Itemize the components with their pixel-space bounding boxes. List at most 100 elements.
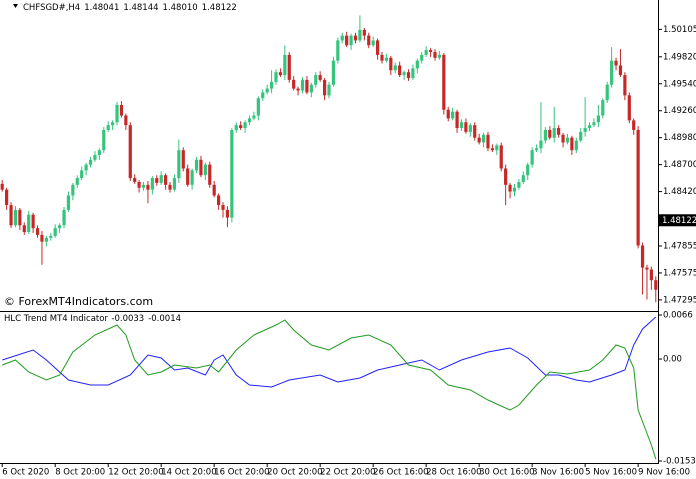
candle-body <box>389 57 393 71</box>
y-tick-label: 0.0066 <box>663 311 693 321</box>
candle-body <box>411 68 415 78</box>
candle-body <box>442 54 446 110</box>
candle-body <box>640 245 645 268</box>
candle-body <box>331 60 336 85</box>
candle-body <box>557 128 561 135</box>
header-title: CHFSGD#,H4 <box>23 3 80 13</box>
candle-body <box>278 72 283 76</box>
y-tick-label: 1.49540 <box>663 79 696 89</box>
candle-body <box>424 50 428 55</box>
candle-body <box>570 137 574 151</box>
candle-body <box>548 129 552 138</box>
candle-body <box>327 84 331 96</box>
candle-body <box>234 125 238 130</box>
candle-body <box>31 214 35 229</box>
candle-body <box>71 184 75 196</box>
candle-body <box>384 57 389 61</box>
candle-body <box>283 54 287 76</box>
candle-body <box>239 125 243 129</box>
candle-body <box>517 181 521 188</box>
candle-body <box>477 137 481 143</box>
candle-body <box>406 72 411 78</box>
candle-body <box>269 81 274 89</box>
candle-body <box>433 51 437 58</box>
candle-body <box>322 79 327 96</box>
candle-body <box>124 115 128 126</box>
price-header: CHFSGD#,H4 1.48041 1.48144 1.48010 1.48122 <box>23 3 237 13</box>
current-price-label: 1.48122 <box>662 216 696 226</box>
candle-body <box>495 145 499 151</box>
candle-body <box>84 164 88 171</box>
candle-body <box>137 181 141 188</box>
candle-body <box>93 155 97 160</box>
candle-body <box>261 92 265 99</box>
candle-body <box>212 184 216 196</box>
candle-body <box>128 125 132 179</box>
candle-body <box>22 225 26 233</box>
candle-body <box>35 228 40 235</box>
candle-body <box>296 88 300 91</box>
y-tick-label: 1.47295 <box>663 295 696 305</box>
candle-body <box>106 125 110 130</box>
candle-body <box>645 267 649 270</box>
candle-body <box>530 150 534 165</box>
x-tick-label: 30 Oct 16:00 <box>479 468 534 478</box>
x-tick-label: 9 Nov 16:00 <box>638 468 690 478</box>
candle-body <box>393 65 397 71</box>
candle-body <box>521 175 525 182</box>
candle-body <box>243 122 247 129</box>
candle-body <box>654 280 658 290</box>
candle-body <box>252 115 256 119</box>
candle-body <box>146 184 150 190</box>
candle-body <box>58 225 62 229</box>
header-value: 1.48122 <box>202 3 237 13</box>
x-tick-label: 16 Oct 20:00 <box>214 468 269 478</box>
candle-body <box>9 205 13 226</box>
candle-body <box>177 150 181 179</box>
candle-body <box>367 35 371 46</box>
x-tick-label: 12 Oct 20:00 <box>108 468 163 478</box>
x-tick-label: 6 Oct 2020 <box>2 468 49 478</box>
candle-body <box>97 150 101 155</box>
candle-body <box>464 122 468 132</box>
header-value: 1.48041 <box>84 3 119 13</box>
candle-body <box>133 178 137 182</box>
candle-body <box>345 35 349 46</box>
candle-body <box>592 122 596 126</box>
candle-body <box>203 164 207 176</box>
indicator-line <box>2 319 657 460</box>
candle-body <box>481 134 486 143</box>
y-tick-label: 1.48420 <box>663 187 696 197</box>
candle-body <box>194 159 199 171</box>
candle-body <box>336 40 340 61</box>
candle-body <box>468 125 472 132</box>
candle-body <box>305 79 309 93</box>
candle-body <box>53 228 57 236</box>
header-value: -0.0033 <box>111 314 144 324</box>
candle-body <box>274 72 278 82</box>
candle-body <box>190 170 194 185</box>
candle-body <box>375 40 380 55</box>
candle-body <box>186 168 190 185</box>
candle-body <box>0 183 4 190</box>
candle-body <box>636 129 640 246</box>
candle-body <box>287 54 291 80</box>
candle-body <box>627 95 631 121</box>
x-tick-label: 22 Oct 20:00 <box>320 468 375 478</box>
candle-body <box>256 98 260 116</box>
candle-body <box>27 214 31 233</box>
candle-body <box>40 234 44 242</box>
candle-body <box>402 72 406 76</box>
x-tick-label: 3 Nov 16:00 <box>532 468 584 478</box>
candle-body <box>247 118 252 123</box>
candle-body <box>141 184 146 188</box>
x-tick-label: 5 Nov 16:00 <box>585 468 637 478</box>
candle-body <box>451 111 455 119</box>
candle-body <box>265 88 269 93</box>
header-value: -0.0014 <box>148 314 181 324</box>
candle-body <box>428 50 433 52</box>
candle-body <box>437 54 442 58</box>
menu-icon <box>13 4 18 8</box>
candle-body <box>415 60 419 69</box>
